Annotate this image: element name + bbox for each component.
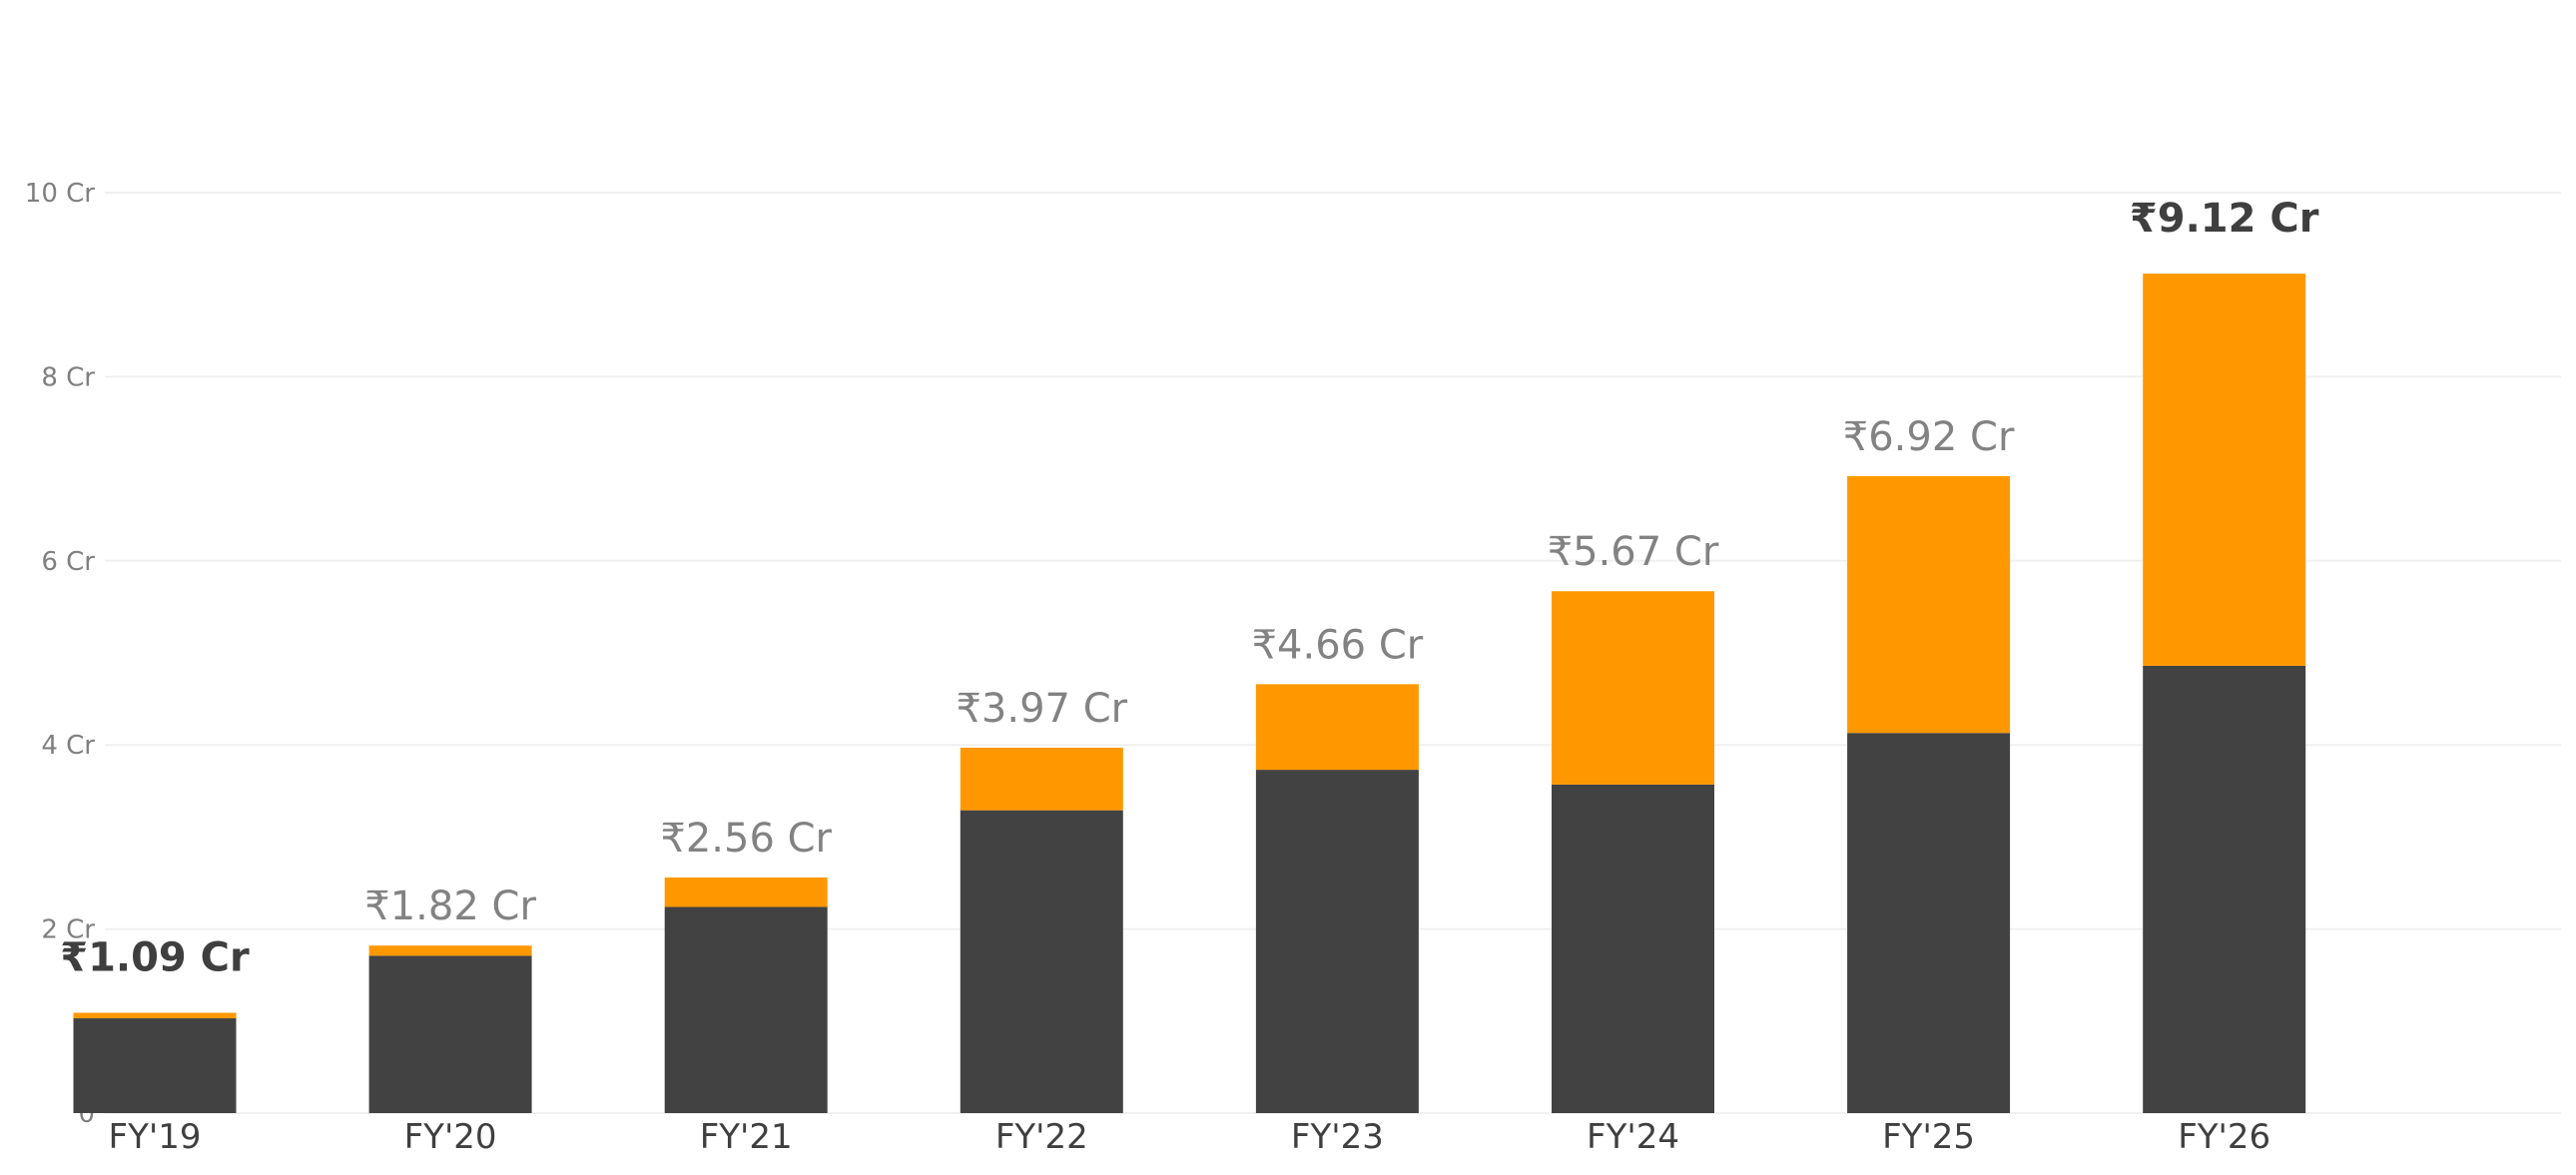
bar-segment-base [368, 955, 532, 1113]
bar-total-label: ₹1.82 Cr [364, 883, 536, 929]
bar-total-labels: ₹1.09 Cr ₹1.82 Cr ₹2.56 Cr ₹3.97 Cr ₹4.66 Cr… [60, 196, 2319, 980]
bar-total-label: ₹1.09 Cr [60, 935, 250, 981]
y-tick-label: 8 Cr [41, 362, 95, 392]
bar-segment-growth [1552, 591, 1714, 785]
x-tick-label: FY'23 [1291, 1117, 1384, 1157]
bar-segment-growth [1255, 684, 1419, 771]
bar-total-label: ₹5.67 Cr [1548, 529, 1719, 575]
bar-segment-base [73, 1018, 237, 1113]
bar-segment-base [2143, 665, 2306, 1113]
bar-segment-base [960, 810, 1123, 1113]
bar-total-label: ₹4.66 Cr [1252, 622, 1424, 668]
x-tick-label: FY'26 [2178, 1117, 2270, 1157]
bar-total-label: ₹3.97 Cr [956, 686, 1127, 732]
y-tick-label: 2 Cr [41, 915, 95, 945]
bar-segment-base [1552, 784, 1714, 1113]
bar-segment-growth [960, 747, 1123, 811]
bar-segment-growth [664, 877, 828, 907]
bar-total-label: ₹9.12 Cr [2130, 196, 2319, 242]
bar-segment-base [1255, 770, 1419, 1113]
x-tick-label: FY'24 [1587, 1117, 1679, 1157]
y-tick-label: 4 Cr [41, 731, 95, 761]
bar-segment-base [664, 906, 828, 1113]
bar-segment-growth [1847, 475, 2011, 734]
y-tick-label: 6 Cr [41, 547, 95, 577]
bar-segment-growth [368, 945, 532, 956]
bar-segment-growth [2143, 274, 2306, 666]
x-tick-label: FY'19 [109, 1117, 202, 1157]
y-tick-label: 10 Cr [25, 179, 96, 209]
bar-total-label: ₹2.56 Cr [660, 816, 832, 862]
x-tick-label: FY'21 [700, 1117, 793, 1157]
bars [73, 274, 2306, 1113]
bar-segment-base [1847, 733, 2011, 1113]
bar-total-label: ₹6.92 Cr [1843, 414, 2015, 460]
x-tick-label: FY'22 [995, 1117, 1088, 1157]
x-tick-label: FY'25 [1882, 1117, 1975, 1157]
x-tick-label: FY'20 [404, 1117, 497, 1157]
x-axis-ticks: FY'19 FY'20 FY'21 FY'22 FY'23 FY'24 FY'25 FY'26 [109, 1117, 2271, 1157]
bar-segment-growth [73, 1012, 237, 1019]
